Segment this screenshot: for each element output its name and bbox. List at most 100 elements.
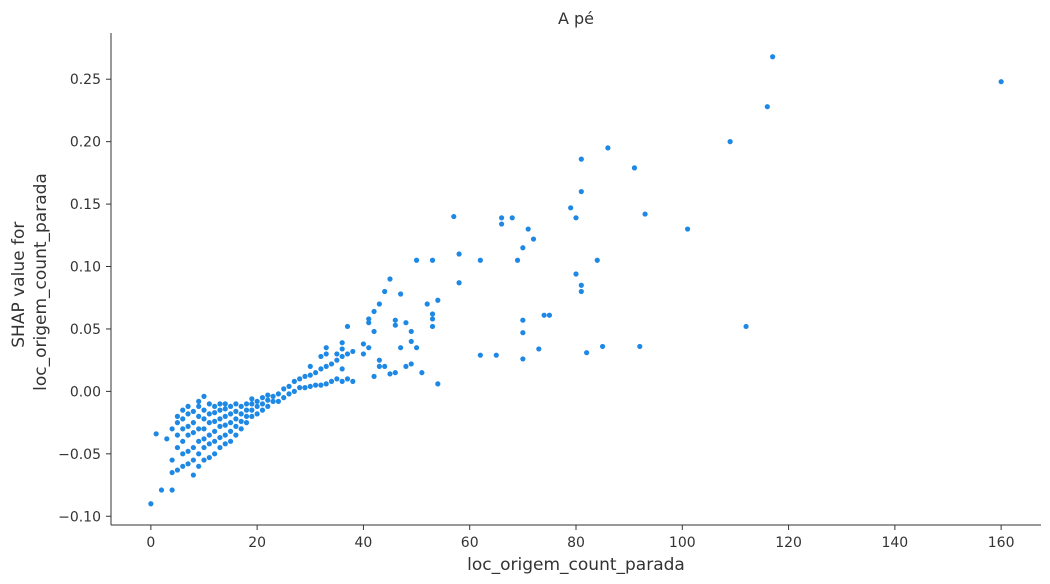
scatter-point (302, 385, 308, 391)
scatter-point (371, 308, 377, 315)
scatter-point (206, 454, 212, 461)
scatter-point (456, 280, 462, 286)
scatter-point (520, 330, 526, 336)
scatter-point (201, 436, 207, 442)
y-axis-ticks: −0.10 −0.05 0.00 0.05 0.10 0.15 0.20 0.25 (58, 72, 111, 525)
scatter-point (313, 382, 319, 388)
scatter-point (286, 383, 292, 389)
scatter-point (222, 401, 228, 407)
scatter-point (764, 104, 770, 110)
scatter-point (344, 323, 351, 330)
scatter-point (222, 441, 228, 447)
scatter-point (190, 420, 196, 426)
scatter-point (291, 378, 297, 384)
scatter-point (743, 323, 749, 330)
scatter-point (605, 145, 611, 151)
scatter-point (637, 343, 643, 350)
scatter-point (153, 431, 159, 437)
scatter-point (249, 396, 255, 402)
scatter-point (584, 350, 590, 356)
scatter-point (201, 416, 207, 422)
scatter-point (493, 352, 499, 358)
scatter-point (360, 351, 367, 357)
scatter-point (212, 410, 218, 416)
scatter-point (376, 301, 382, 307)
scatter-point (259, 401, 266, 407)
scatter-point (429, 311, 436, 317)
scatter-point (206, 401, 212, 407)
scatter-point (429, 323, 436, 330)
x-tick-label: 100 (669, 535, 696, 551)
scatter-point (233, 408, 239, 414)
scatter-point (392, 370, 398, 376)
chart-title: A pé (558, 9, 594, 28)
scatter-point (376, 363, 382, 370)
scatter-point (408, 338, 414, 345)
scatter-point (594, 257, 600, 263)
scatter-point (477, 257, 483, 263)
scatter-point (259, 407, 266, 413)
scatter-point (243, 420, 250, 426)
scatter-point (631, 165, 638, 171)
x-tick-label: 40 (355, 535, 373, 551)
scatter-point (174, 413, 181, 419)
x-tick-label: 120 (775, 535, 802, 551)
x-tick-label: 160 (988, 535, 1015, 551)
y-tick-label: −0.05 (58, 447, 101, 463)
scatter-point (323, 345, 329, 351)
scatter-point (164, 436, 170, 442)
scatter-point (180, 416, 186, 422)
scatter-point (318, 382, 324, 388)
y-tick-label: 0.20 (70, 135, 101, 151)
scatter-point (578, 282, 584, 288)
scatter-point (339, 346, 345, 352)
scatter-point (541, 312, 547, 318)
scatter-point (318, 366, 324, 372)
scatter-point (371, 328, 377, 335)
scatter-point (376, 357, 382, 363)
scatter-point (323, 381, 329, 387)
scatter-point (185, 448, 191, 454)
scatter-point (350, 348, 356, 355)
y-tick-label: 0.05 (70, 322, 101, 338)
scatter-point (429, 257, 436, 263)
scatter-point (227, 438, 234, 444)
scatter-point (222, 432, 228, 438)
scatter-point (243, 401, 250, 407)
scatter-point (313, 370, 319, 376)
x-tick-label: 140 (881, 535, 908, 551)
scatter-point (254, 411, 260, 417)
scatter-point (174, 444, 181, 451)
scatter-point (387, 276, 393, 282)
scatter-point (408, 361, 414, 367)
scatter-point (520, 317, 526, 323)
scatter-point (201, 407, 207, 413)
scatter-point (238, 418, 244, 424)
scatter-point (307, 363, 313, 370)
scatter-point (546, 312, 553, 318)
y-tick-label: 0.00 (70, 384, 101, 400)
y-axis-title-line-1: SHAP value for (9, 222, 29, 348)
scatter-point (275, 398, 281, 404)
scatter-point (387, 371, 393, 377)
scatter-point (233, 423, 239, 429)
scatter-point (281, 395, 287, 401)
scatter-point (307, 372, 313, 378)
scatter-point (536, 346, 542, 352)
scatter-point (190, 457, 196, 463)
scatter-point (398, 345, 404, 351)
scatter-point (366, 316, 372, 322)
scatter-point (174, 467, 181, 473)
scatter-point (339, 378, 345, 384)
scatter-point (185, 403, 191, 409)
scatter-point (286, 391, 292, 397)
scatter-point (509, 215, 515, 221)
scatter-point (174, 432, 181, 438)
scatter-point (180, 407, 186, 413)
scatter-point (382, 363, 388, 370)
scatter-point (217, 434, 223, 441)
scatter-point (196, 426, 202, 432)
scatter-point (174, 420, 181, 426)
scatter-point (238, 403, 244, 409)
